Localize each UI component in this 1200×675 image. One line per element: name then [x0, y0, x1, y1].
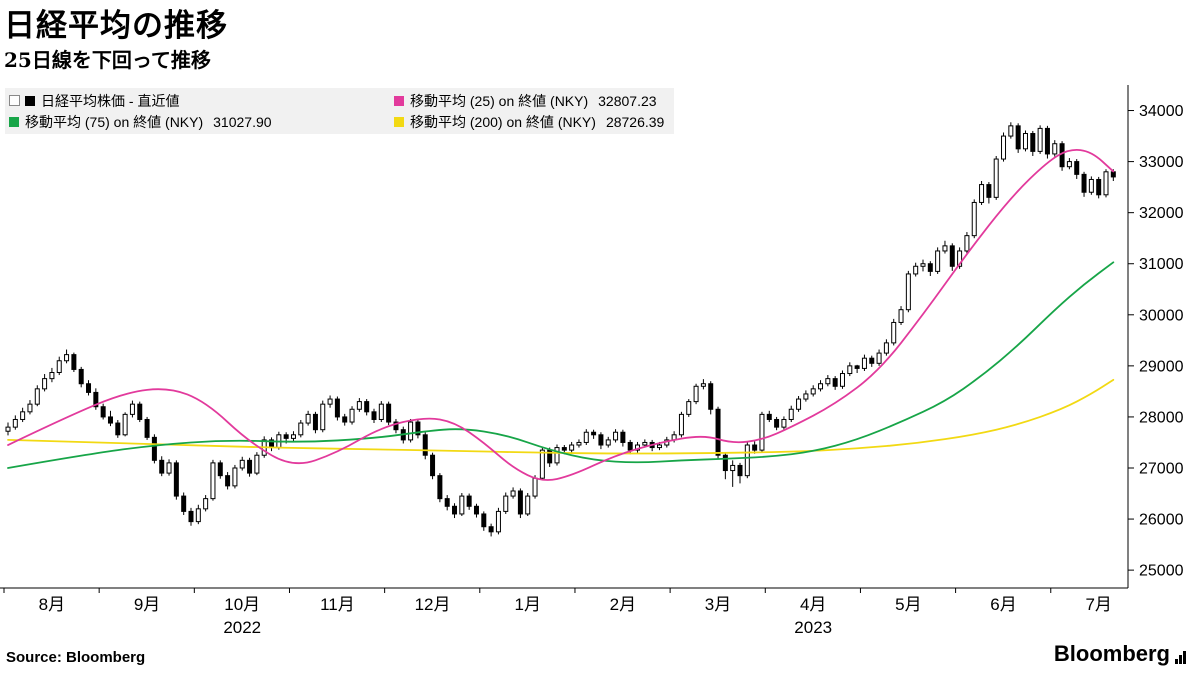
legend-item-nikkei: 日経平均株価 - 直近値 [9, 90, 384, 111]
svg-text:2月: 2月 [610, 595, 636, 614]
svg-text:10月: 10月 [224, 595, 260, 614]
legend-item-ma75: 移動平均 (75) on 終値 (NKY) 31027.90 [9, 111, 384, 132]
svg-text:28000: 28000 [1139, 409, 1184, 426]
svg-text:34000: 34000 [1139, 103, 1184, 120]
legend-value: 28726.39 [605, 113, 665, 130]
bloomberg-logo: Bloomberg [1054, 641, 1186, 667]
svg-text:30000: 30000 [1139, 307, 1184, 324]
svg-text:7月: 7月 [1085, 595, 1111, 614]
page-title: 日経平均の推移 [4, 8, 228, 44]
chart-settings-icon [9, 95, 20, 106]
svg-text:26000: 26000 [1139, 512, 1184, 529]
bloomberg-wordmark: Bloomberg [1053, 641, 1170, 666]
ma25-swatch-icon [394, 95, 404, 106]
nikkei-swatch-icon [25, 95, 35, 106]
legend-item-ma200: 移動平均 (200) on 終値 (NKY) 28726.39 [394, 111, 664, 132]
svg-text:6月: 6月 [990, 595, 1016, 614]
svg-text:12月: 12月 [415, 595, 451, 614]
svg-text:27000: 27000 [1139, 460, 1184, 477]
svg-text:11月: 11月 [320, 595, 355, 614]
svg-text:9月: 9月 [134, 595, 160, 614]
svg-text:2022: 2022 [223, 618, 261, 637]
ma75-swatch-icon [9, 116, 19, 127]
svg-text:33000: 33000 [1139, 154, 1184, 171]
candlestick-chart-canvas: 25000 26000 27000 28000 29000 30000 31000 32000… [0, 85, 1184, 637]
source-note: Source: Bloomberg [6, 649, 146, 666]
svg-text:29000: 29000 [1139, 358, 1184, 375]
svg-text:25000: 25000 [1139, 563, 1184, 580]
legend-item-ma25: 移動平均 (25) on 終値 (NKY) 32807.23 [394, 90, 664, 111]
svg-text:2023: 2023 [794, 618, 832, 637]
svg-text:4月: 4月 [800, 595, 826, 614]
price-chart: 25000 26000 27000 28000 29000 30000 31000 32000… [0, 85, 1200, 650]
ma200-swatch-icon [394, 116, 404, 127]
legend-value: 31027.90 [213, 113, 272, 130]
page-subtitle: 25日線を下回って推移 [4, 48, 211, 72]
legend-label: 移動平均 (200) on 終値 (NKY) [410, 113, 596, 130]
legend-label: 移動平均 (75) on 終値 (NKY) [25, 113, 204, 130]
svg-text:1月: 1月 [514, 595, 540, 614]
svg-text:3月: 3月 [705, 595, 731, 614]
bloomberg-chart-icon [1175, 651, 1186, 667]
svg-text:32000: 32000 [1139, 205, 1184, 222]
svg-text:31000: 31000 [1139, 256, 1184, 273]
legend-label: 移動平均 (25) on 終値 (NKY) [410, 92, 589, 109]
svg-text:8月: 8月 [39, 595, 65, 614]
legend-label: 日経平均株価 - 直近値 [41, 92, 180, 109]
svg-text:5月: 5月 [895, 595, 921, 614]
legend-value: 32807.23 [598, 92, 657, 109]
chart-legend: 日経平均株価 - 直近値 移動平均 (25) on 終値 (NKY) 32807… [5, 88, 675, 134]
